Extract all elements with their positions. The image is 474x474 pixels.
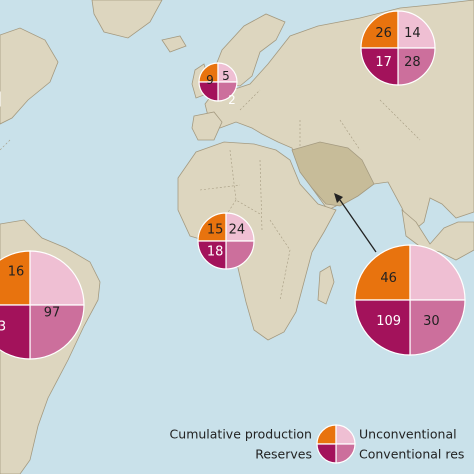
pie-slice-conventional-reserves	[409, 299, 466, 356]
pie-value-reserves: 17	[375, 55, 392, 70]
pie-slice-cumulative-production	[0, 250, 31, 306]
pie-value-conventional-reserves: 28	[404, 55, 421, 70]
middle-east-callout-arrowhead	[334, 193, 343, 203]
middle-east-callout-line	[339, 199, 377, 253]
pie-slice-reserves	[354, 299, 411, 356]
pie-slice-unconventional	[225, 212, 255, 242]
pie-value-cumulative-production: 26	[375, 26, 392, 41]
pie-value-reserves: 3	[0, 320, 6, 335]
iceland-landmass	[161, 35, 187, 53]
pie-europe: 9 5 2	[198, 62, 238, 107]
pie-value-unconventional: 97	[44, 306, 61, 321]
pie-value-cumulative-production: 9	[206, 73, 214, 87]
pie-slice-unconventional	[29, 250, 85, 306]
pie-value-cumulative-production: 16	[8, 265, 25, 280]
pie-slice-cumulative-production	[354, 244, 411, 301]
pie-slice-cumulative-production	[197, 212, 227, 242]
madagascar-landmass	[317, 265, 335, 305]
pie-value-reserves: 2	[228, 93, 236, 107]
north-america-landmass	[0, 27, 59, 125]
legend-label-conventional-reserves: Conventional res	[359, 447, 464, 462]
pie-slice-reserves	[360, 47, 399, 86]
pie-slice-reserves	[197, 240, 227, 270]
legend-label-reserves: Reserves	[255, 447, 312, 462]
legend-label-cumulative-production: Cumulative production	[170, 427, 312, 442]
pie-slice-conventional-reserves	[29, 304, 85, 360]
pie-slice-cumulative-production	[360, 10, 399, 49]
pie-slice-unconventional	[409, 244, 466, 301]
pie-value-unconventional: 5	[222, 69, 230, 83]
greenland-landmass	[91, 0, 163, 39]
pie-africa: 15 24 18	[197, 212, 255, 270]
pie-slice-conventional-reserves	[225, 240, 255, 270]
pie-value-unconventional: 14	[404, 26, 421, 41]
region-pies: 26 14 28 17 9 5 2 15 24 18 46 30 109 16 97 3	[0, 10, 466, 360]
pie-value-cumulative-production: 46	[380, 271, 397, 286]
pie-value-unconventional: 24	[229, 223, 246, 238]
pie-slice-conventional-reserves	[397, 47, 436, 86]
legend: Cumulative production Reserves Unconvent…	[170, 424, 464, 464]
pie-value-reserves: 18	[207, 244, 224, 259]
pie-slice-reserves	[198, 81, 219, 102]
iberia-landmass	[191, 111, 223, 141]
middle-east-highlight	[291, 141, 375, 207]
pie-value-conventional-reserves: 30	[423, 314, 440, 329]
legend-label-unconventional: Unconventional	[359, 427, 457, 442]
legend-slice-reserves	[316, 443, 337, 464]
pie-slice-unconventional	[397, 10, 436, 49]
legend-pie	[316, 424, 356, 464]
pie-value-reserves: 109	[376, 314, 401, 329]
pie-russia: 26 14 28 17	[360, 10, 436, 86]
pie-middle-east: 46 30 109	[354, 244, 466, 356]
pie-latin-america: 16 97 3	[0, 250, 85, 360]
pie-value-cumulative-production: 15	[207, 223, 224, 238]
pie-slice-reserves	[0, 304, 31, 360]
